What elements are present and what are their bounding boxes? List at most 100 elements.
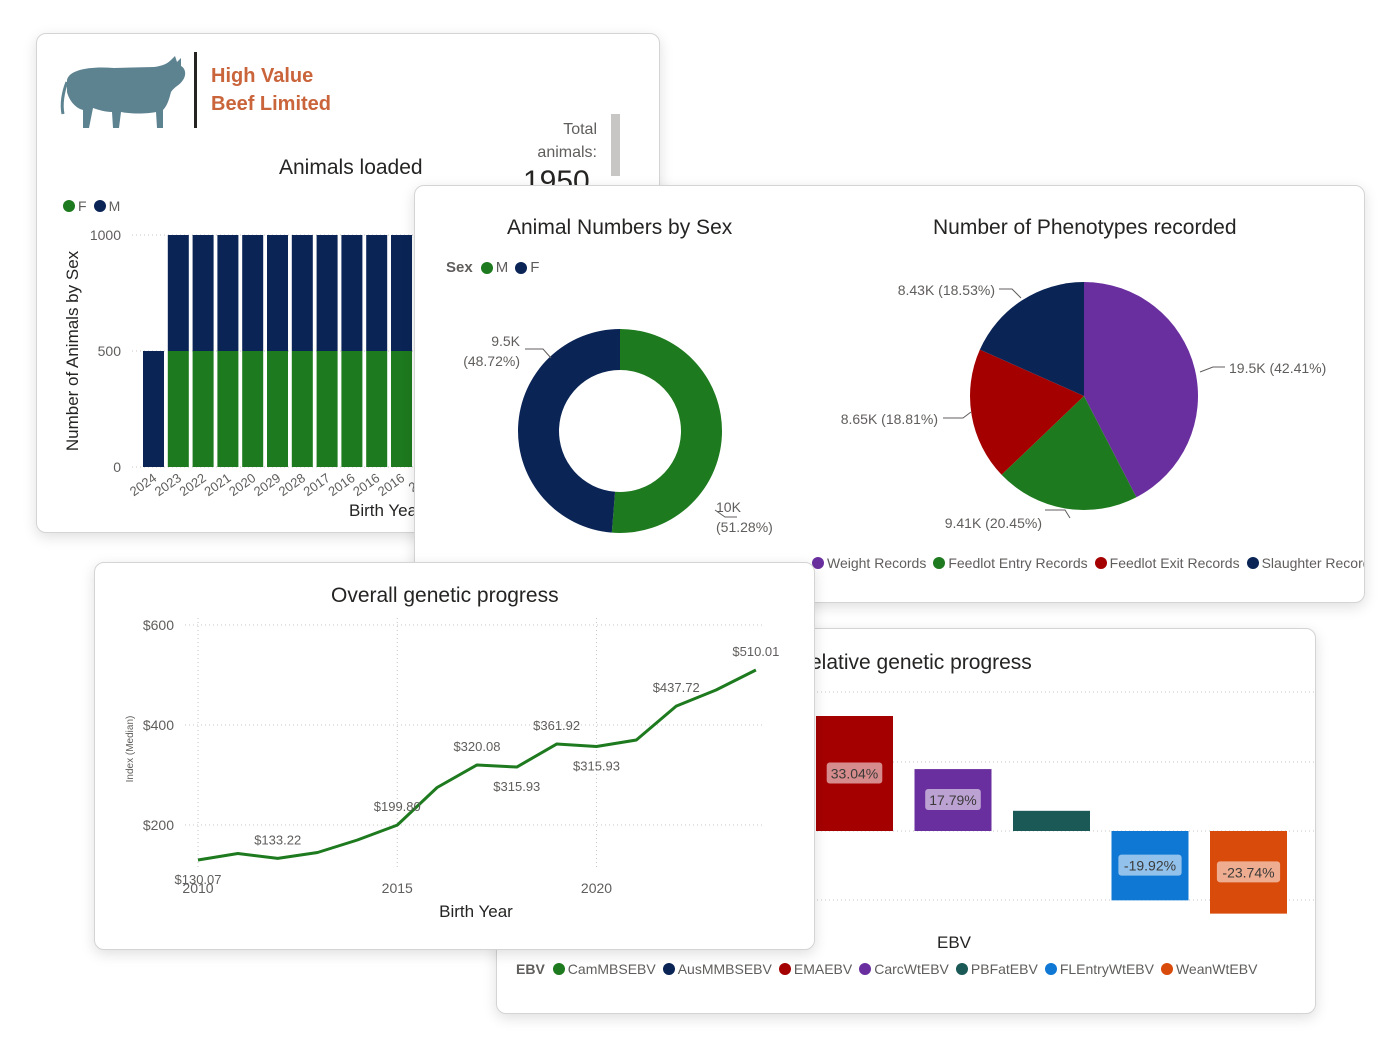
bar-m — [316, 235, 338, 351]
data-label: $510.01 — [732, 644, 779, 659]
sex-phenotypes-card: Animal Numbers by Sex Sex M F Number of … — [414, 185, 1365, 603]
legend-label-cammbsebv: CamMBSEBV — [567, 961, 656, 977]
x-axis-title: EBV — [937, 933, 972, 952]
cow-logo-icon — [60, 56, 186, 128]
x-tick-label: 2015 — [382, 880, 413, 896]
bar-f — [341, 351, 363, 467]
y-axis-title: Index (Median) — [125, 716, 136, 783]
legend-label-emaebv: EMAEBV — [793, 961, 853, 977]
pie-label: 8.43K (18.53%) — [898, 282, 995, 298]
bar-m — [192, 235, 214, 351]
data-label: $361.92 — [533, 718, 580, 733]
bar-m — [291, 235, 313, 351]
legend-item-feedlot-exit: Feedlot Exit Records — [1094, 555, 1240, 571]
legend-dot-slaughter — [1246, 557, 1259, 569]
data-label: 17.79% — [929, 792, 976, 808]
legend-dot-pbfatebv — [955, 963, 968, 975]
legend-label-ausmmbsebv: AusMMBSEBV — [677, 961, 772, 977]
x-axis-title: Birth Year — [349, 501, 423, 520]
brand-line2: Beef Limited — [211, 93, 332, 115]
legend-label-weight: Weight Records — [827, 555, 927, 571]
bar-f — [291, 351, 313, 467]
legend-label-f: F — [530, 259, 540, 276]
phenotypes-legend: Weight Records Feedlot Entry Records Fee… — [812, 555, 1364, 571]
bar-m — [167, 235, 189, 351]
data-label: $320.08 — [453, 739, 500, 754]
legend-dot-feedlot-entry — [933, 557, 946, 569]
legend-item-weanwtebv: WeanWtEBV — [1160, 961, 1258, 977]
donut-label-percent: (48.72%) — [463, 353, 520, 369]
data-label: $133.22 — [254, 832, 301, 847]
legend-dot-f — [63, 200, 75, 212]
leader-line — [999, 288, 1022, 299]
bar-m — [242, 235, 264, 351]
relative-title: elative genetic progress — [810, 651, 1032, 674]
data-label: $437.72 — [653, 680, 700, 695]
donut-slice-f — [517, 329, 620, 533]
leader-line — [943, 411, 972, 419]
y-tick-label: $600 — [143, 617, 174, 633]
data-label: -23.74% — [1222, 864, 1274, 880]
data-label-bg — [826, 762, 883, 784]
data-label-bg — [1118, 854, 1182, 876]
pie-slice — [979, 282, 1084, 396]
legend-label-weanwtebv: WeanWtEBV — [1175, 961, 1258, 977]
legend-dot-ausmmbsebv — [662, 963, 675, 975]
data-label: $199.80 — [374, 799, 421, 814]
sex-title: Animal Numbers by Sex — [507, 216, 733, 239]
legend-dot-m — [480, 261, 493, 274]
bar-m — [391, 235, 412, 351]
bar-m — [217, 235, 239, 351]
sex-phenotypes-charts: 10K (51.28%) 9.5K (48.72%) 19.5K (42.41%) 9.4… — [463, 282, 1326, 535]
donut-label-value: 9.5K — [491, 333, 520, 349]
legend-item-weight: Weight Records — [812, 555, 926, 571]
bar-f — [391, 351, 412, 467]
donut-slice-m — [611, 329, 722, 533]
data-label: $130.07 — [175, 872, 222, 887]
bar-f — [217, 351, 239, 467]
bar-m — [341, 235, 363, 351]
overall-line-chart: $200 $400 $600 2010 2015 2020 $130.07 $133.22 $1… — [125, 617, 779, 921]
legend-dot-emaebv — [778, 963, 791, 975]
legend-item-flentrywtebv: FLEntryWtEBV — [1044, 961, 1154, 977]
legend-item-emaebv: EMAEBV — [778, 961, 853, 977]
pie-label: 19.5K (42.41%) — [1229, 360, 1326, 376]
data-label-bg — [1216, 861, 1281, 883]
data-label: $315.93 — [493, 779, 540, 794]
bar-pbfatebv — [1013, 810, 1090, 831]
y-tick-label: $400 — [143, 717, 174, 733]
pie-slice — [1001, 396, 1137, 510]
legend-item-ausmmbsebv: AusMMBSEBV — [662, 961, 772, 977]
x-tick-label: 2016 — [375, 470, 407, 499]
x-tick-label: 2020 — [581, 880, 612, 896]
series-line — [197, 668, 757, 862]
legend-label-flentrywtebv: FLEntryWtEBV — [1059, 961, 1154, 977]
scrollbar-thumb[interactable] — [611, 114, 620, 176]
legend-item-m: M — [93, 198, 120, 214]
legend-dot-feedlot-exit — [1094, 557, 1107, 569]
legend-label-pbfatebv: PBFatEBV — [970, 961, 1038, 977]
animals-title: Animals loaded — [279, 156, 423, 179]
legend-label-feedlot-entry: Feedlot Entry Records — [948, 555, 1088, 571]
total-label-line2: animals: — [537, 144, 597, 161]
legend-item-feedlot-entry: Feedlot Entry Records — [933, 555, 1088, 571]
relative-bar-chart: 33.04% 17.79% -19.92% -23.74% EBV — [816, 691, 1315, 952]
sex-legend-title: Sex — [446, 259, 473, 276]
bar-f — [167, 351, 189, 467]
legend-dot-weanwtebv — [1160, 963, 1173, 975]
legend-item-m: M — [480, 259, 509, 276]
bar-f — [242, 351, 264, 467]
y-tick-label: 0 — [113, 459, 121, 475]
legend-label-feedlot-exit: Feedlot Exit Records — [1109, 555, 1240, 571]
leader-line — [1199, 366, 1225, 373]
y-tick-label: 500 — [98, 343, 122, 359]
pie-label: 9.41K (20.45%) — [945, 515, 1042, 531]
legend-dot-f — [515, 261, 528, 274]
bar-m — [366, 235, 388, 351]
legend-dot-carcwtebv — [859, 963, 872, 975]
brand-line1: High Value — [211, 65, 314, 87]
pie-slice — [970, 349, 1084, 475]
legend-label-m: M — [495, 259, 509, 276]
bar-f — [267, 351, 288, 467]
donut-label-value: 10K — [716, 499, 742, 515]
